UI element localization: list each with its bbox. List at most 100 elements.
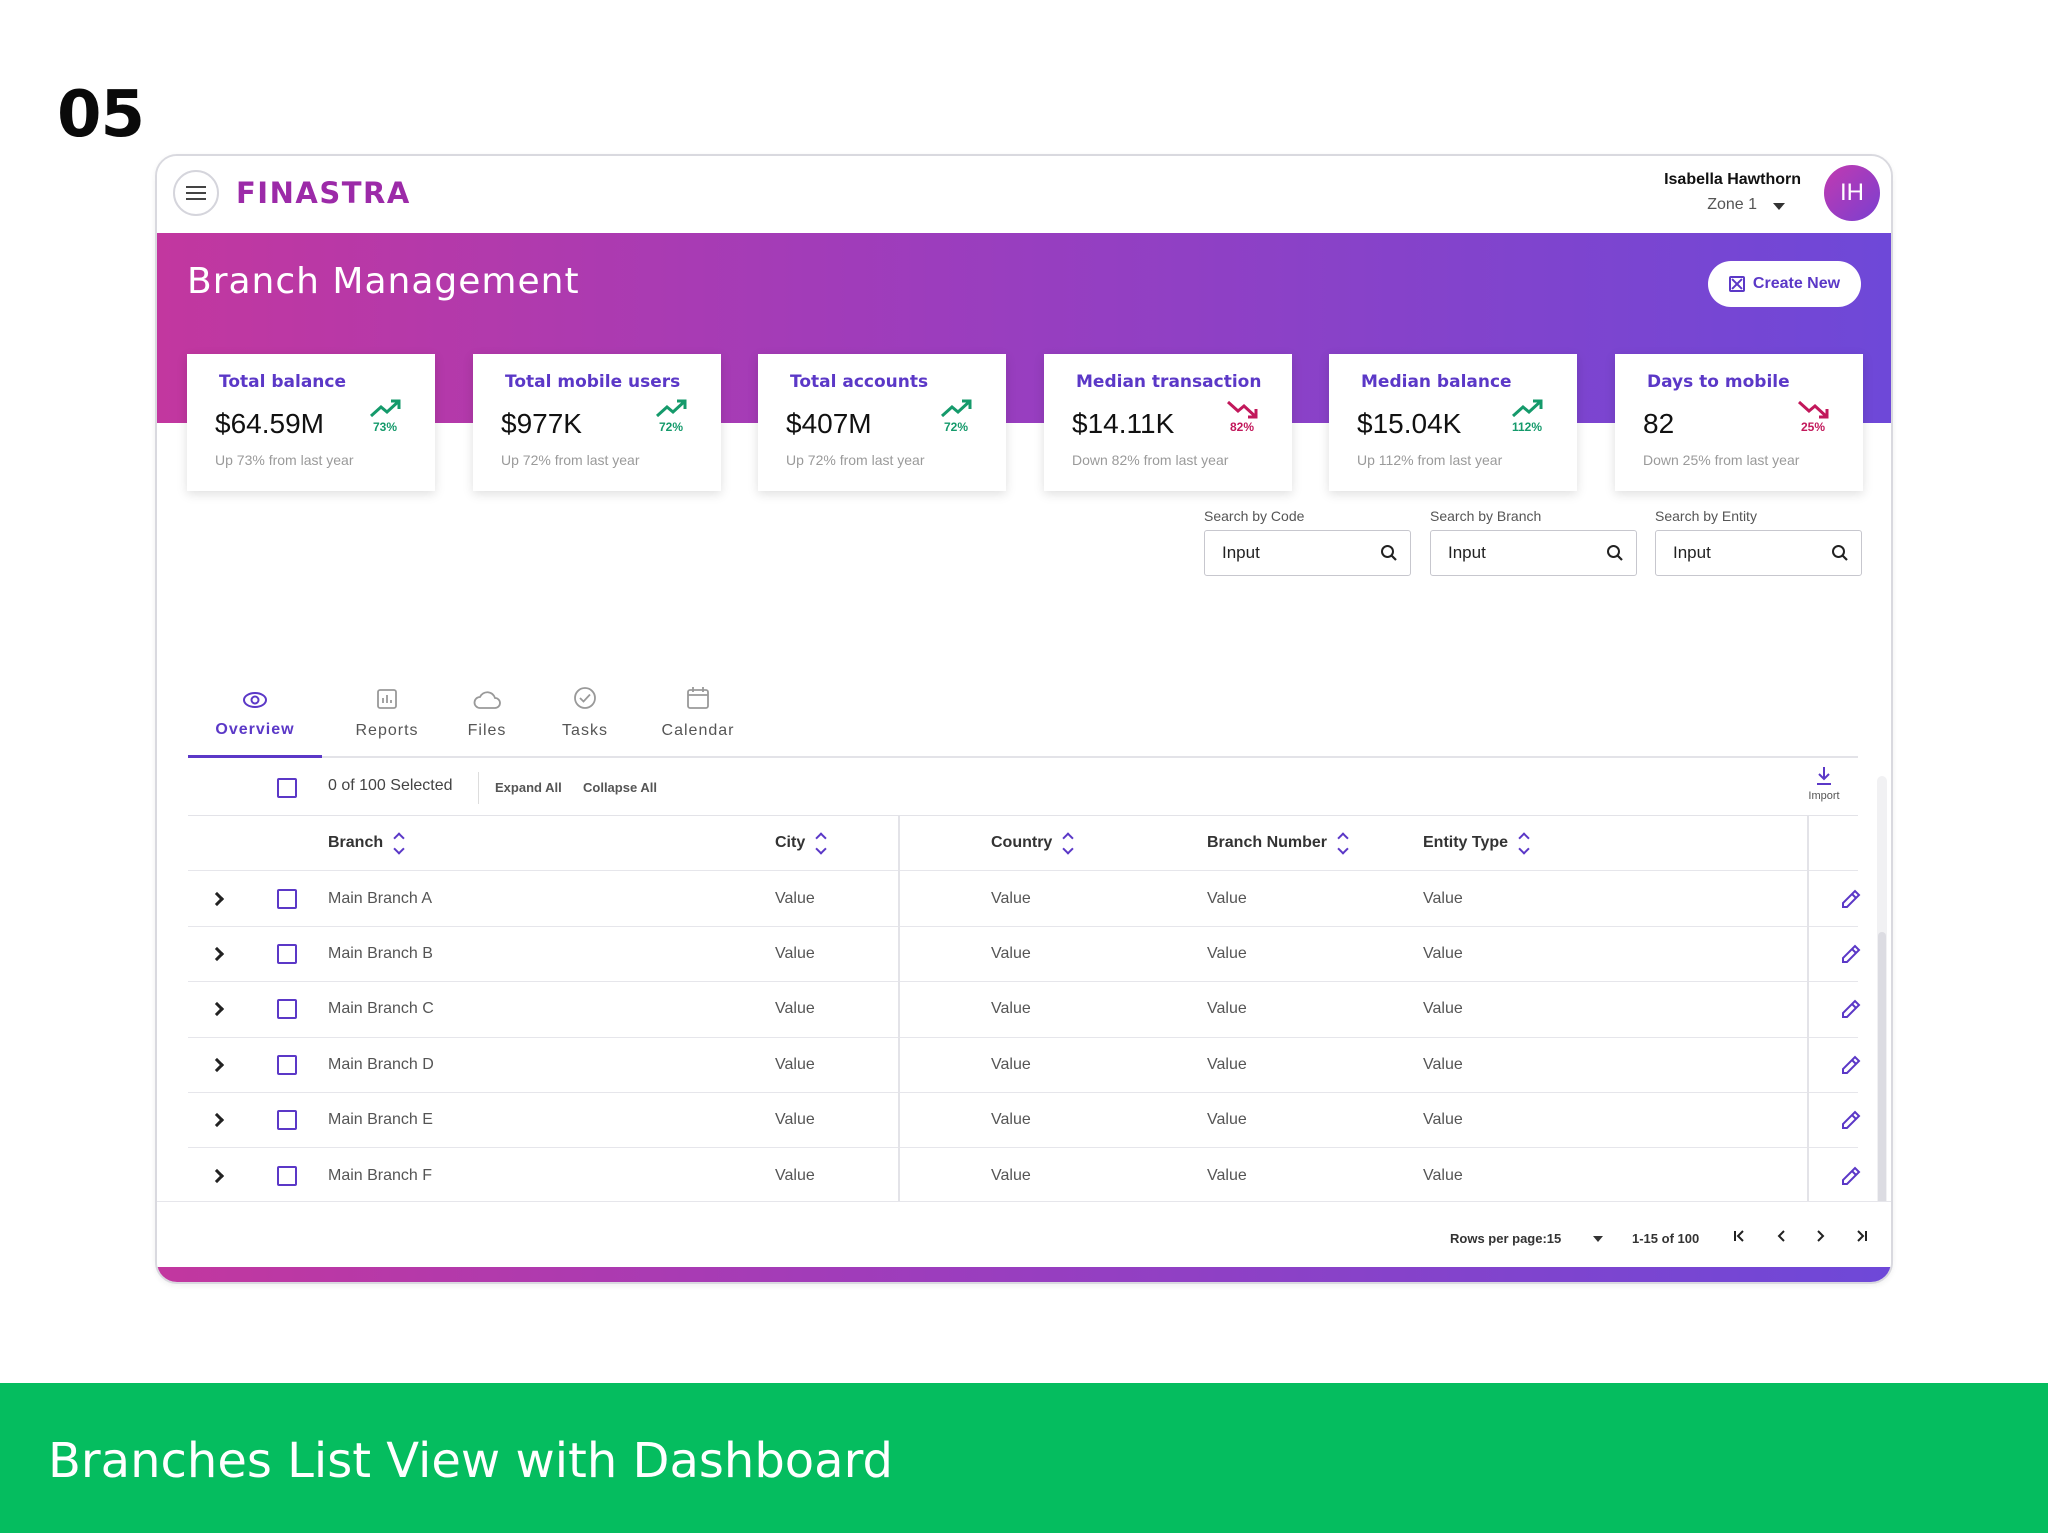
table-row[interactable]: Main Branch A Value Value Value Value [188,871,1861,927]
kpi-percent: 112% [1511,420,1543,434]
kpi-value: $407M [786,408,872,439]
cell-country: Value [991,1055,1031,1073]
cell-country: Value [991,889,1031,907]
search-label: Search by Branch [1430,508,1542,524]
edit-icon[interactable] [1839,1148,1863,1202]
prev-page-icon[interactable] [1770,1224,1794,1248]
column-branch[interactable]: Branch [328,816,405,870]
table-header-row: Branch City Country Branch Number Entity… [188,816,1858,872]
import-button[interactable]: Import [1804,765,1844,802]
page-title: Branch Management [187,261,580,302]
kpi-value: $64.59M [215,408,324,439]
cell-branch: Main Branch C [328,1000,434,1018]
kpi-card: Median balance $15.04K 112% Up 112% from la… [1329,354,1577,491]
column-label: Entity Type [1423,834,1509,852]
selected-count: 0 of 100 Selected [328,777,453,794]
row-checkbox[interactable] [277,1093,297,1147]
search-icon[interactable] [1380,544,1398,562]
cell-city: Value [775,944,815,962]
cell-country: Value [991,1111,1031,1129]
expand-all-button[interactable]: Expand All [495,780,562,795]
table-row[interactable]: Main Branch D Value Value Value Value [188,1038,1861,1093]
avatar[interactable]: IH [1824,165,1880,221]
tab-calendar[interactable]: Calendar [643,678,753,756]
row-checkbox[interactable] [277,1038,297,1092]
select-all-checkbox[interactable] [277,778,297,798]
kpi-card: Days to mobile 82 25% Down 25% from last ye… [1615,354,1863,491]
expand-row-icon[interactable] [209,927,225,981]
column-divider [898,816,900,1282]
row-checkbox[interactable] [277,871,297,925]
calendar-icon [687,687,709,709]
scrollbar-thumb[interactable] [1878,932,1886,1282]
edit-icon[interactable] [1839,1038,1863,1092]
expand-row-icon[interactable] [209,1093,225,1147]
expand-row-icon[interactable] [209,982,225,1036]
search-icon[interactable] [1606,544,1624,562]
column-city[interactable]: City [775,816,827,870]
expand-row-icon[interactable] [209,1038,225,1092]
kpi-title: Total mobile users [505,372,681,392]
input-value: Input [1673,543,1711,562]
table-row[interactable]: Main Branch B Value Value Value Value [188,927,1861,983]
search-branch-input[interactable]: Input [1430,530,1637,576]
last-page-icon[interactable] [1849,1224,1873,1248]
cell-entity-type: Value [1423,1111,1463,1129]
edit-icon[interactable] [1839,927,1863,981]
kpi-trend: 112% [1507,398,1547,434]
row-checkbox[interactable] [277,927,297,981]
collapse-all-button[interactable]: Collapse All [583,780,657,795]
cell-city: Value [775,1055,815,1073]
kpi-value: 82 [1643,408,1675,439]
cell-country: Value [991,1000,1031,1018]
column-branch-number[interactable]: Branch Number [1207,816,1349,870]
search-entity-input[interactable]: Input [1655,530,1862,576]
column-label: Branch [328,834,384,852]
sort-icon[interactable] [1337,832,1349,855]
cell-entity-type: Value [1423,1166,1463,1184]
row-checkbox[interactable] [277,982,297,1036]
row-checkbox[interactable] [277,1148,297,1202]
expand-row-icon[interactable] [209,871,225,925]
caret-down-icon[interactable] [1773,203,1785,210]
tab-files[interactable]: Files [447,678,527,756]
edit-icon[interactable] [1839,871,1863,925]
sort-icon[interactable] [1518,832,1530,855]
column-entity-type[interactable]: Entity Type [1423,816,1530,870]
kpi-title: Days to mobile [1647,372,1790,392]
edit-icon[interactable] [1839,982,1863,1036]
create-new-button[interactable]: Create New [1708,261,1861,307]
sort-icon[interactable] [1062,832,1074,855]
column-divider [1807,816,1809,1282]
edit-icon[interactable] [1839,1093,1863,1147]
next-page-icon[interactable] [1808,1224,1832,1248]
first-page-icon[interactable] [1728,1224,1752,1248]
sort-icon[interactable] [393,832,405,855]
menu-button[interactable] [173,170,219,216]
tab-overview[interactable]: Overview [188,678,322,758]
sort-icon[interactable] [815,832,827,855]
tab-tasks[interactable]: Tasks [543,678,627,756]
user-zone[interactable]: Zone 1 [1707,196,1757,213]
kpi-trend: 82% [1222,398,1262,434]
pagination-bar: Rows per page:15 1-15 of 100 [157,1201,1891,1269]
tab-label: Calendar [661,722,735,739]
table-row[interactable]: Main Branch E Value Value Value Value [188,1093,1861,1149]
trend-up-icon [1511,399,1543,418]
expand-row-icon[interactable] [209,1148,225,1202]
kpi-title: Total balance [219,372,347,392]
rows-per-page[interactable]: Rows per page:15 [1450,1231,1562,1246]
column-country[interactable]: Country [991,816,1074,870]
app-window: FINASTRA Isabella Hawthorn Zone 1 IH Bra… [155,154,1893,1284]
search-code-input[interactable]: Input [1204,530,1411,576]
cloud-icon [473,691,501,709]
table-row[interactable]: Main Branch F Value Value Value Value [188,1148,1861,1204]
search-icon[interactable] [1831,544,1849,562]
tab-reports[interactable]: Reports [337,678,437,756]
kpi-card: Total mobile users $977K 72% Up 72% from la… [473,354,721,491]
cell-branch-number: Value [1207,1055,1247,1073]
caret-down-icon[interactable] [1593,1236,1603,1242]
trend-up-icon [940,399,972,418]
table-row[interactable]: Main Branch C Value Value Value Value [188,982,1861,1038]
kpi-trend: 73% [365,398,405,434]
